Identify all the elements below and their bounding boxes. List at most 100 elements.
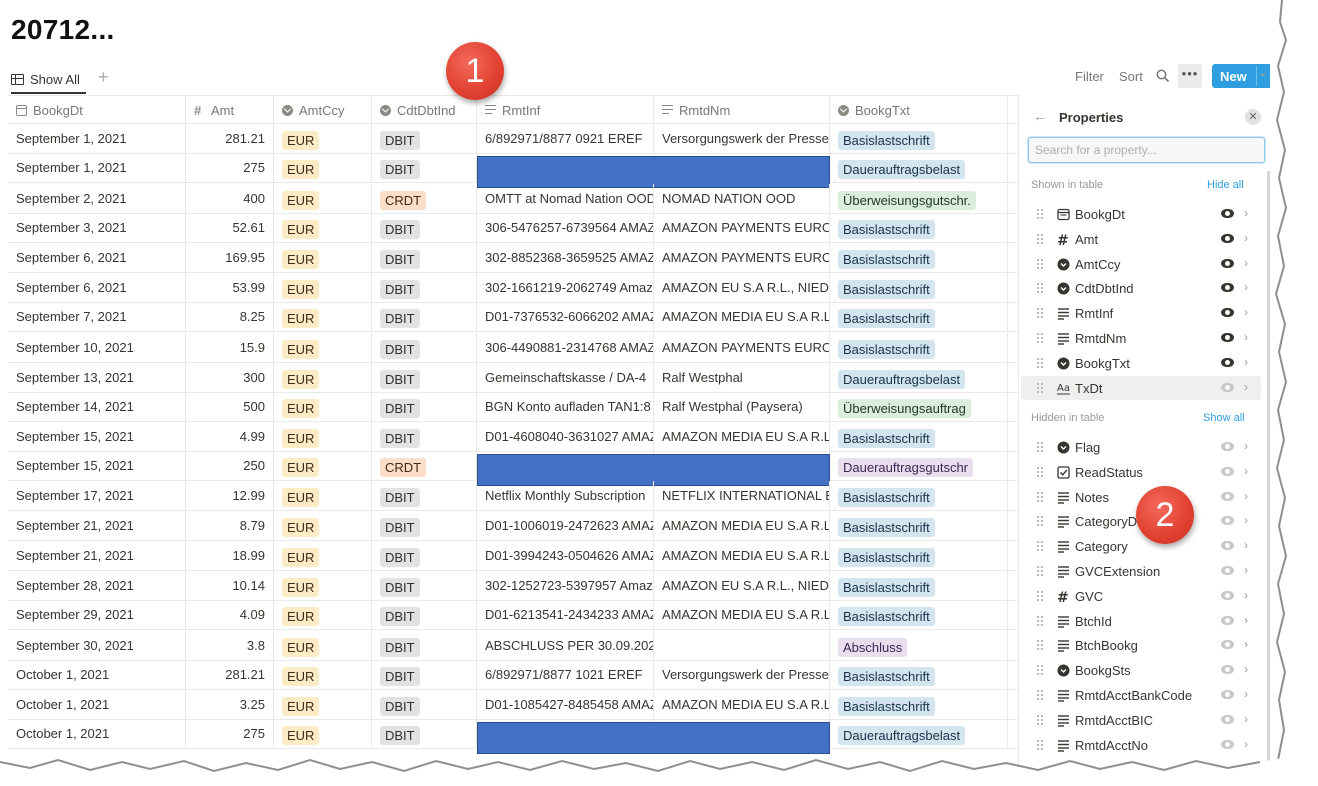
cell-rmtdnm[interactable]: AMAZON MEDIA EU S.A R.L. [654, 302, 830, 332]
cell-cdtdbtind[interactable]: DBIT [372, 541, 477, 571]
column-header-cdtdbtind[interactable]: CdtDbtInd [372, 96, 477, 125]
cell-amtccy[interactable]: EUR [274, 541, 372, 571]
hide-all-link[interactable]: Hide all [1207, 179, 1244, 191]
column-header-rmtdnm[interactable]: RmtdNm [654, 96, 830, 125]
property-item-amt[interactable]: # Amt › [1021, 227, 1261, 251]
drag-handle-icon[interactable] [1036, 381, 1043, 393]
chevron-right-icon[interactable]: › [1244, 563, 1248, 577]
cell-bookgtxt[interactable]: Basislastschrift [830, 213, 1008, 243]
cell-amt[interactable]: 275 [186, 719, 274, 749]
chevron-right-icon[interactable]: › [1244, 255, 1248, 270]
cell-bookgdt[interactable]: September 13, 2021 [8, 363, 186, 393]
cell-amt[interactable]: 8.25 [186, 302, 274, 332]
table-row[interactable]: September 17, 2021 12.99 EUR DBIT Netflix Mo… [8, 481, 1018, 511]
cell-rmtinf[interactable]: Gemeinschaftskasse / DA-4 [477, 363, 654, 393]
cell-rmtinf[interactable]: 6/892971/8877 1021 EREF [477, 660, 654, 690]
cell-cdtdbtind[interactable]: DBIT [372, 302, 477, 332]
column-header-amtccy[interactable]: AmtCcy [274, 96, 372, 125]
property-item-bookgdt[interactable]: BookgDt › [1021, 202, 1261, 226]
cell-amtccy[interactable]: EUR [274, 153, 372, 183]
property-item-btchid[interactable]: BtchId › [1021, 609, 1261, 633]
eye-icon[interactable] [1221, 233, 1234, 243]
cell-bookgtxt[interactable]: Dauerauftragsbelast [830, 719, 1008, 749]
property-item-rmtdacctbankcode[interactable]: RmtdAcctBankCode › [1021, 683, 1261, 707]
view-tab-show-all[interactable]: Show All [11, 66, 86, 94]
table-row[interactable]: September 15, 2021 4.99 EUR DBIT D01-4608040… [8, 422, 1018, 452]
drag-handle-icon[interactable] [1036, 738, 1043, 750]
cell-amt[interactable]: 3.8 [186, 631, 274, 661]
property-item-amtccy[interactable]: AmtCcy › [1021, 252, 1261, 276]
cell-cdtdbtind[interactable]: DBIT [372, 213, 477, 243]
chevron-right-icon[interactable]: › [1244, 379, 1248, 394]
drag-handle-icon[interactable] [1036, 282, 1043, 294]
drag-handle-icon[interactable] [1036, 208, 1043, 219]
drag-handle-icon[interactable] [1036, 332, 1043, 343]
cell-bookgtxt[interactable]: Abschluss [830, 631, 1008, 661]
cell-rmtdnm[interactable]: AMAZON EU S.A R.L., NIEDERLASSUNG [654, 273, 830, 303]
cell-amtccy[interactable]: EUR [274, 451, 372, 481]
table-row[interactable]: September 13, 2021 300 EUR DBIT Gemeinschaft… [8, 363, 1018, 393]
cell-bookgtxt[interactable]: Basislastschrift [830, 571, 1008, 601]
cell-bookgtxt[interactable]: Basislastschrift [830, 600, 1008, 630]
cell-bookgtxt[interactable]: Überweisungsauftrag [830, 392, 1008, 422]
cell-rmtdnm[interactable]: NETFLIX INTERNATIONAL B.V. [654, 481, 830, 511]
cell-rmtdnm[interactable]: AMAZON MEDIA EU S.A R.L. [654, 511, 830, 541]
table-row[interactable]: September 6, 2021 53.99 EUR DBIT 302-1661219… [8, 273, 1018, 303]
eye-icon[interactable] [1221, 333, 1234, 342]
cell-rmtinf[interactable]: D01-7376532-6066202 AMAZON [477, 302, 654, 332]
cell-rmtdnm[interactable]: Ralf Westphal (Paysera) [654, 392, 830, 422]
column-header-amt[interactable]: # Amt [186, 96, 274, 125]
chevron-right-icon[interactable]: › [1244, 711, 1248, 726]
drag-handle-icon[interactable] [1036, 307, 1043, 319]
eye-icon[interactable] [1221, 541, 1234, 551]
cell-bookgdt[interactable]: October 1, 2021 [8, 690, 186, 720]
cell-cdtdbtind[interactable]: DBIT [372, 481, 477, 511]
cell-rmtdnm[interactable]: AMAZON MEDIA EU S.A R.L. [654, 422, 830, 452]
chevron-right-icon[interactable]: › [1244, 206, 1248, 220]
cell-bookgdt[interactable]: September 17, 2021 [8, 481, 186, 511]
eye-icon[interactable] [1221, 665, 1234, 675]
more-options-button[interactable]: ••• [1178, 64, 1202, 88]
cell-amtccy[interactable]: EUR [274, 631, 372, 661]
table-row[interactable]: September 28, 2021 10.14 EUR DBIT 302-125272… [8, 571, 1018, 601]
cell-bookgdt[interactable]: September 21, 2021 [8, 511, 186, 541]
eye-icon[interactable] [1221, 308, 1234, 318]
chevron-down-icon[interactable]: ⌄ [1259, 68, 1268, 79]
cell-amt[interactable]: 4.09 [186, 600, 274, 630]
eye-icon[interactable] [1221, 590, 1234, 600]
cell-cdtdbtind[interactable]: DBIT [372, 660, 477, 690]
cell-rmtinf[interactable]: D01-1085427-8485458 AMAZON [477, 690, 654, 720]
cell-rmtdnm[interactable]: NOMAD NATION OOD [654, 184, 830, 214]
drag-handle-icon[interactable] [1036, 257, 1043, 269]
cell-cdtdbtind[interactable]: DBIT [372, 571, 477, 601]
cell-bookgtxt[interactable]: Basislastschrift [830, 481, 1008, 511]
drag-handle-icon[interactable] [1036, 614, 1043, 626]
cell-rmtinf[interactable]: BGN Konto aufladen TAN1:8 [477, 392, 654, 422]
cell-amt[interactable]: 300 [186, 363, 274, 393]
drag-handle-icon[interactable] [1036, 490, 1043, 502]
cell-bookgdt[interactable]: September 15, 2021 [8, 422, 186, 452]
cell-bookgdt[interactable]: September 15, 2021 [8, 451, 186, 481]
cell-rmtdnm[interactable]: AMAZON EU S.A R.L., NIEDERLASSUNG [654, 571, 830, 601]
eye-icon[interactable] [1221, 566, 1234, 575]
cell-cdtdbtind[interactable]: DBIT [372, 719, 477, 749]
chevron-right-icon[interactable]: › [1244, 538, 1248, 553]
cell-rmtdnm[interactable]: Versorgungswerk der Presse [654, 660, 830, 690]
back-arrow-icon[interactable]: ← [1033, 108, 1047, 124]
cell-rmtdnm[interactable]: AMAZON MEDIA EU S.A R.L. [654, 600, 830, 630]
cell-rmtdnm[interactable]: AMAZON MEDIA EU S.A R.L. [654, 690, 830, 720]
cell-cdtdbtind[interactable]: CRDT [372, 451, 477, 481]
cell-amt[interactable]: 275 [186, 153, 274, 183]
cell-cdtdbtind[interactable]: DBIT [372, 690, 477, 720]
eye-icon[interactable] [1221, 283, 1234, 293]
chevron-right-icon[interactable]: › [1244, 612, 1248, 627]
property-item-gvcextension[interactable]: GVCExtension › [1021, 559, 1261, 583]
table-row[interactable]: September 1, 2021 281.21 EUR DBIT 6/892971/8… [8, 124, 1018, 154]
cell-amt[interactable]: 500 [186, 392, 274, 422]
cell-amtccy[interactable]: EUR [274, 184, 372, 214]
property-item-bookgsts[interactable]: BookgSts › [1021, 658, 1261, 682]
drag-handle-icon[interactable] [1036, 465, 1043, 477]
cell-bookgdt[interactable]: September 1, 2021 [8, 124, 186, 154]
property-item-gvc[interactable]: # GVC › [1021, 584, 1261, 608]
eye-icon[interactable] [1221, 209, 1234, 218]
